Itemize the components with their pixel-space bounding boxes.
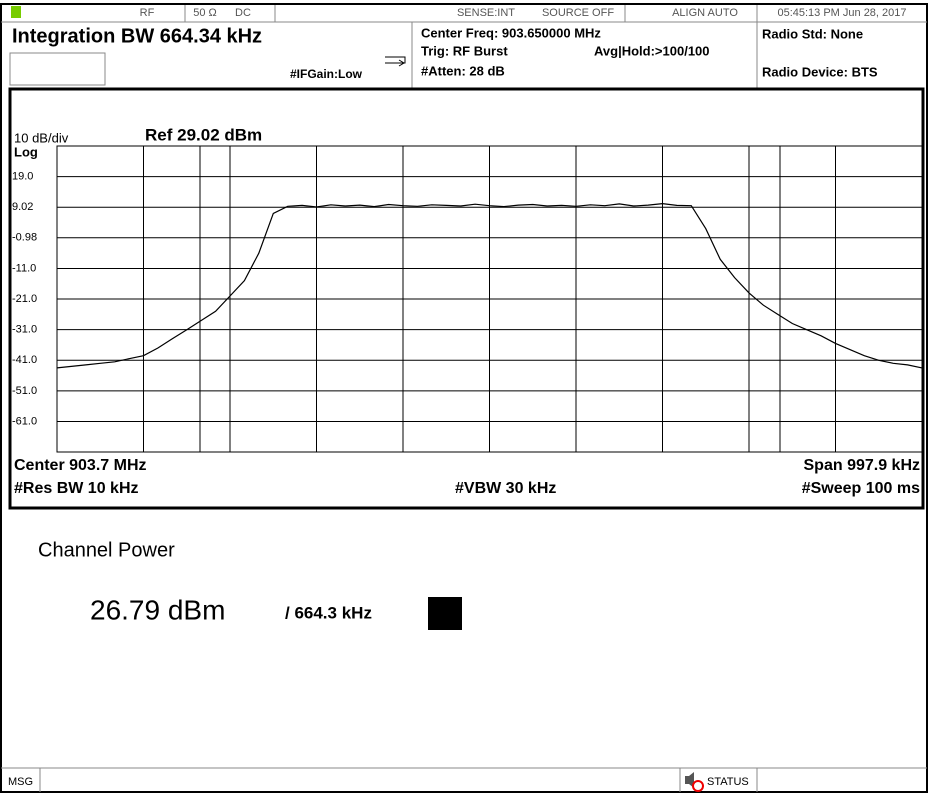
y-tick-label: 19.0 (12, 171, 33, 183)
sweep-label: #Sweep 100 ms (802, 480, 920, 497)
y-tick-label: 9.02 (12, 201, 33, 213)
y-tick-label: -41.0 (12, 354, 37, 366)
y-tick-label: -51.0 (12, 385, 37, 397)
if-gain: #IFGain:Low (290, 67, 363, 81)
speaker-icon (685, 772, 694, 788)
plot: 19.0 9.02 -0.98 -11.0 -21.0 -31.0 -41.0 -51.0 -6… (12, 145, 923, 453)
status-item: ALIGN AUTO (672, 7, 738, 19)
atten: #Atten: 28 dB (421, 63, 505, 78)
status-item: 05:45:13 PM Jun 28, 2017 (777, 7, 906, 19)
ref-label: Ref 29.02 dBm (145, 125, 262, 144)
avg-hold: Avg|Hold:>100/100 (594, 43, 710, 58)
log-label: Log (14, 144, 38, 159)
status-item: RF (140, 7, 155, 19)
center-freq: Center Freq: 903.650000 MHz (421, 25, 601, 40)
status-item: SOURCE OFF (542, 7, 614, 19)
trace (56, 202, 923, 369)
center-label: Center 903.7 MHz (14, 457, 147, 474)
y-tick-label: -61.0 (12, 415, 37, 427)
span-label: Span 997.9 kHz (804, 457, 921, 474)
screen-border (0, 3, 928, 793)
y-tick-label: -0.98 (12, 232, 37, 244)
indicator (428, 597, 462, 630)
mute-icon (692, 780, 704, 792)
status-item: 50 Ω (193, 7, 217, 19)
input-box (9, 52, 106, 86)
icon (385, 56, 406, 67)
y-tick-label: -21.0 (12, 293, 37, 305)
radio-device: Radio Device: BTS (762, 64, 878, 79)
status: STATUS (707, 776, 749, 788)
res-bw-label: #Res BW 10 kHz (14, 480, 139, 497)
result-bandwidth: / 664.3 kHz (285, 603, 372, 622)
status-item: SENSE:INT (457, 7, 515, 19)
plot-panel (8, 87, 925, 510)
trigger: Trig: RF Burst (421, 43, 508, 58)
vbw-label: #VBW 30 kHz (455, 480, 556, 497)
measurement-title: Integration BW 664.34 kHz (12, 25, 262, 47)
result-value: 26.79 dBm (90, 594, 225, 625)
msg: MSG (8, 776, 33, 788)
y-tick-label: -11.0 (12, 262, 36, 274)
y-tick-label: -31.0 (12, 324, 37, 336)
status-icon (11, 6, 21, 18)
result-title: Channel Power (38, 539, 175, 561)
scale-label: 10 dB/div (14, 130, 69, 145)
radio-std: Radio Std: None (762, 26, 863, 41)
status-item: DC (235, 7, 251, 19)
